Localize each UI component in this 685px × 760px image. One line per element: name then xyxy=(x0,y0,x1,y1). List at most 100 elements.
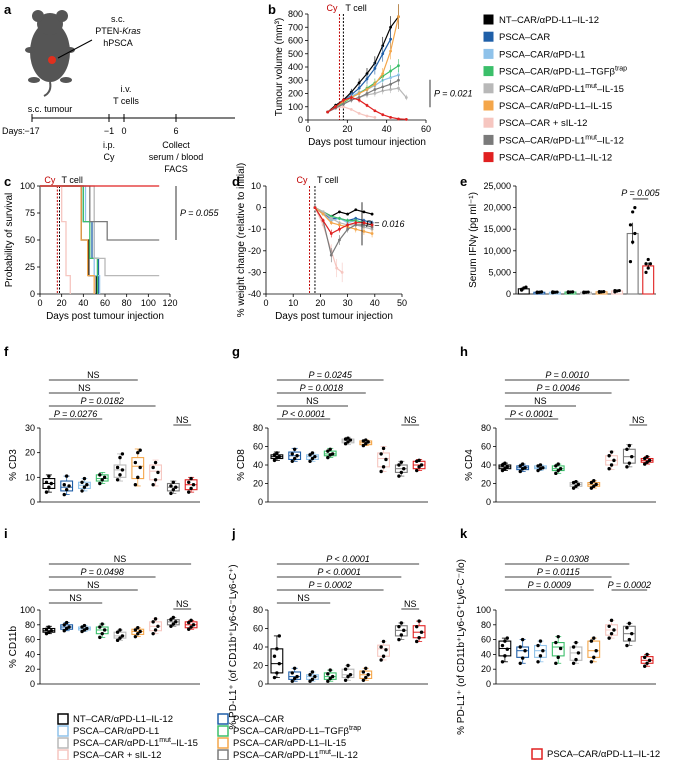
data-point-NT xyxy=(272,453,277,457)
data-point-aPDL1 xyxy=(82,476,87,481)
facs-label: FACS xyxy=(164,164,188,174)
data-point-IL12mut xyxy=(628,223,633,227)
y-tick-label: 40 xyxy=(481,460,491,470)
data-point-NT xyxy=(505,465,509,469)
data-point-IL15 xyxy=(366,673,370,677)
data-point-IL12mut xyxy=(399,621,404,625)
data-point-IL12 xyxy=(647,658,652,663)
legend-label-aPDL1: PSCA–CAR/αPD-L1 xyxy=(499,49,585,60)
data-point-IL15 xyxy=(602,290,606,294)
legend-label-TGFb: PSCA–CAR/αPD-L1–TGFβtrap xyxy=(233,725,361,737)
data-point-IL15mut xyxy=(118,636,122,640)
data-point-sIL12 xyxy=(384,457,388,462)
legend-label-IL12: PSCA–CAR/αPD-L1–IL-12 xyxy=(499,153,612,164)
panel-label-k: k xyxy=(460,526,468,541)
legend-swatch-sIL12 xyxy=(57,749,69,760)
cy-marker-label: Cy xyxy=(297,175,308,185)
data-point-TGFb xyxy=(571,290,575,294)
injection-arrow xyxy=(57,39,93,59)
data-point-aPDL1 xyxy=(308,459,312,463)
legend-swatch-aPDL1 xyxy=(483,48,494,59)
data-point-IL15 xyxy=(589,480,594,485)
data-point-IL12 xyxy=(189,618,193,623)
legend-label-IL15mut: PSCA–CAR/αPD-L1mut–IL-15 xyxy=(73,737,198,749)
data-point-IL12 xyxy=(187,620,191,625)
data-point-IL15 xyxy=(361,670,366,674)
day-tick-1: −1 xyxy=(104,126,114,136)
data-point-IL15mut xyxy=(346,440,350,444)
data-point-IL15mut xyxy=(574,640,578,645)
data-point-NT xyxy=(500,468,505,473)
data-point-IL15mut xyxy=(348,438,353,442)
data-point-IL15mut xyxy=(118,628,122,632)
legend-swatch-IL12 xyxy=(531,748,543,760)
legend-superscript: trap xyxy=(615,66,627,73)
data-point-IL12 xyxy=(189,486,193,491)
box-IL15 xyxy=(131,457,145,480)
data-point-sIL12 xyxy=(607,636,611,640)
x-tick-label: 40 xyxy=(382,124,392,134)
data-point-TGFb xyxy=(556,655,560,660)
legend-text: PSCA–CAR/αPD-L1 xyxy=(233,750,319,760)
y-tick-label: 0 xyxy=(298,115,303,125)
data-point-IL12mut xyxy=(630,454,634,459)
comparison-label: P = 0.0046 xyxy=(536,383,579,393)
y-tick-label: 0 xyxy=(486,679,491,689)
data-point-NT xyxy=(505,647,509,651)
data-point-PSCA xyxy=(290,679,294,683)
data-point-IL12 xyxy=(419,630,424,634)
p-value-label: P = 0.016 xyxy=(366,219,404,229)
x-tick-label: 20 xyxy=(342,124,352,134)
data-point-TGFb xyxy=(102,475,107,480)
data-point-PSCA xyxy=(62,483,66,487)
data-point-aPDL1 xyxy=(308,673,312,677)
y-tick-label: 60 xyxy=(481,442,491,452)
y-axis-title: % CD3 xyxy=(8,449,19,481)
data-point-IL15mut xyxy=(343,678,348,682)
legend-label-aPDL1: PSCA–CAR/αPD-L1 xyxy=(73,726,159,737)
data-point-IL12mut xyxy=(633,231,637,236)
y-tick-label: 20,000 xyxy=(483,203,511,213)
y-tick-label: 30 xyxy=(25,423,35,433)
data-point-NT xyxy=(44,480,49,484)
data-point-aPDL1 xyxy=(310,451,315,455)
legend-label-PSCA: PSCA–CAR xyxy=(233,714,284,725)
data-point-TGFb xyxy=(326,679,330,683)
comparison-label: NS xyxy=(306,396,319,406)
data-point-sIL12 xyxy=(612,458,616,463)
y-tick-label: -10 xyxy=(248,224,261,234)
y-tick-label: 20 xyxy=(253,479,263,489)
comparison-label: P = 0.0498 xyxy=(80,567,123,577)
data-point-PSCA xyxy=(520,637,525,642)
sc-label: s.c. xyxy=(111,14,125,24)
data-point-aPDL1 xyxy=(85,626,89,631)
series-line-IL12mut xyxy=(40,185,160,241)
comparison-label: P = 0.0002 xyxy=(308,580,351,590)
iv-label: i.v. xyxy=(121,84,132,94)
y-tick-label: 40 xyxy=(25,649,35,659)
data-point-sIL12 xyxy=(384,648,388,652)
y-tick-label: 0 xyxy=(30,679,35,689)
legend-label-sIL12: PSCA–CAR + sIL-12 xyxy=(499,118,587,129)
data-point-TGFb xyxy=(98,635,102,640)
data-point-IL12 xyxy=(644,270,648,274)
data-point-sIL12 xyxy=(613,288,617,293)
comparison-label: P = 0.0115 xyxy=(537,567,581,577)
data-point-NT xyxy=(500,660,505,664)
y-tick-label: 25 xyxy=(25,262,35,272)
data-point-aPDL1 xyxy=(555,290,559,294)
legend-text: PSCA–CAR/αPD-L1–IL-12 xyxy=(499,153,612,164)
data-point-IL12 xyxy=(415,639,419,644)
legend-label-PSCA: PSCA–CAR xyxy=(499,32,550,43)
data-point-TGFb xyxy=(330,674,335,679)
y-axis-title: % weight change (relative to initial) xyxy=(236,163,247,318)
data-point-IL12mut xyxy=(625,465,629,469)
panel-label-g: g xyxy=(232,344,240,359)
legend-text: NT–CAR/αPD-L1–IL-12 xyxy=(73,714,173,725)
data-point-IL12 xyxy=(191,483,196,487)
legend-swatch-NT xyxy=(483,14,494,25)
data-point-PSCA xyxy=(518,661,522,665)
y-tick-label: 800 xyxy=(288,9,303,19)
data-point-sIL12 xyxy=(379,469,383,474)
comparison-label: P = 0.0245 xyxy=(308,370,352,380)
